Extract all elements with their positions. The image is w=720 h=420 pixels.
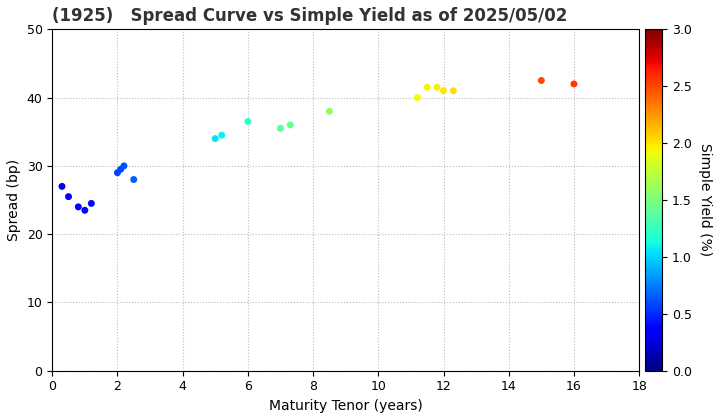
Point	[438, 87, 449, 94]
Point	[431, 84, 443, 91]
Point	[115, 166, 127, 173]
Y-axis label: Simple Yield (%): Simple Yield (%)	[698, 144, 711, 257]
Point	[275, 125, 287, 132]
Point	[448, 87, 459, 94]
Point	[73, 204, 84, 210]
Text: (1925)   Spread Curve vs Simple Yield as of 2025/05/02: (1925) Spread Curve vs Simple Yield as o…	[53, 7, 567, 25]
Point	[323, 108, 335, 115]
Point	[536, 77, 547, 84]
Point	[242, 118, 253, 125]
Point	[421, 84, 433, 91]
Point	[79, 207, 91, 214]
Point	[112, 169, 123, 176]
X-axis label: Maturity Tenor (years): Maturity Tenor (years)	[269, 399, 423, 413]
Y-axis label: Spread (bp): Spread (bp)	[7, 159, 21, 241]
Point	[412, 94, 423, 101]
Point	[56, 183, 68, 190]
Point	[128, 176, 140, 183]
Point	[284, 121, 296, 128]
Point	[118, 163, 130, 169]
Point	[63, 193, 74, 200]
Point	[86, 200, 97, 207]
Point	[210, 135, 221, 142]
Point	[216, 132, 228, 139]
Point	[568, 81, 580, 87]
